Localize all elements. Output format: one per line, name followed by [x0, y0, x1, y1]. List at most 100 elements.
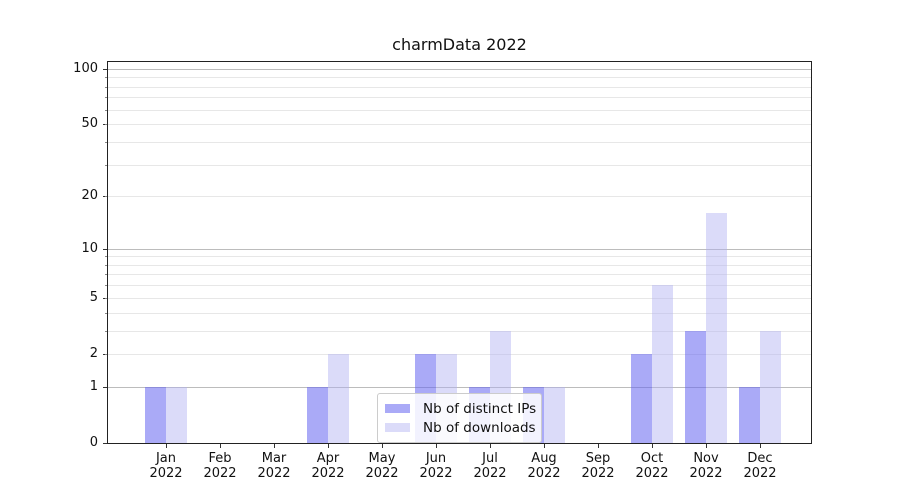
- bar-downloads-oct: [652, 285, 673, 443]
- gridline-minor-9: [108, 256, 811, 258]
- legend-item-distinct-ips: Nb of distinct IPs: [385, 399, 537, 418]
- y-minor-tick-mark-2: [105, 353, 107, 355]
- x-tick-mark-mar: [274, 444, 275, 448]
- y-minor-tick-mark-3: [105, 330, 107, 332]
- x-tick-year: 2022: [581, 466, 615, 481]
- gridline-minor-20: [108, 196, 811, 198]
- gridline-minor-7: [108, 274, 811, 276]
- bar-distinct-ips-jan: [145, 386, 166, 443]
- y-tick-label-5: 5: [89, 289, 98, 305]
- x-tick-label-jun: Jun 2022: [409, 451, 463, 481]
- x-tick-month: Feb: [208, 451, 232, 466]
- x-tick-month: May: [368, 451, 396, 466]
- y-minor-tick-mark-8: [105, 264, 107, 266]
- x-tick-label-may: May 2022: [355, 451, 409, 481]
- bar-distinct-ips-dec: [739, 386, 760, 443]
- gridline-minor-3: [108, 330, 811, 332]
- gridline-minor-4: [108, 312, 811, 314]
- x-tick-mark-sep: [598, 444, 599, 448]
- gridline-minor-70: [108, 97, 811, 99]
- y-minor-tick-mark-80: [105, 86, 107, 88]
- x-tick-month: Mar: [261, 451, 287, 466]
- bar-downloads-apr: [328, 353, 349, 443]
- y-minor-tick-mark-90: [105, 77, 107, 79]
- x-tick-year: 2022: [419, 466, 453, 481]
- x-tick-year: 2022: [689, 466, 723, 481]
- chart-title: charmData 2022: [392, 35, 527, 54]
- gridline-minor-90: [108, 77, 811, 79]
- gridline-minor-80: [108, 86, 811, 88]
- y-minor-tick-mark-9: [105, 256, 107, 258]
- bar-downloads-dec: [760, 330, 781, 443]
- y-tick-mark-1: [103, 386, 107, 388]
- gridline-major-100: [108, 68, 811, 70]
- gridline-minor-8: [108, 264, 811, 266]
- x-tick-year: 2022: [365, 466, 399, 481]
- x-tick-month: Apr: [316, 451, 340, 466]
- x-tick-month: Jun: [425, 451, 447, 466]
- bar-downloads-aug: [544, 386, 565, 443]
- x-tick-label-nov: Nov 2022: [679, 451, 733, 481]
- x-tick-label-mar: Mar 2022: [247, 451, 301, 481]
- x-tick-year: 2022: [203, 466, 237, 481]
- y-minor-tick-mark-7: [105, 274, 107, 276]
- y-tick-label-100: 100: [73, 60, 98, 76]
- x-tick-month: Jan: [155, 451, 177, 466]
- plot-area: Nb of distinct IPs Nb of downloads: [107, 61, 812, 444]
- x-tick-label-sep: Sep 2022: [571, 451, 625, 481]
- legend-swatch-distinct-ips: [385, 404, 410, 413]
- bar-downloads-jan: [166, 386, 187, 443]
- x-tick-label-feb: Feb 2022: [193, 451, 247, 481]
- bar-distinct-ips-nov: [685, 330, 706, 443]
- x-tick-mark-aug: [544, 444, 545, 448]
- x-tick-year: 2022: [473, 466, 507, 481]
- bar-distinct-ips-oct: [631, 353, 652, 443]
- y-minor-tick-mark-50: [105, 124, 107, 126]
- y-minor-tick-mark-40: [105, 141, 107, 143]
- gridline-minor-5: [108, 297, 811, 299]
- x-tick-year: 2022: [149, 466, 183, 481]
- y-tick-label-50: 50: [81, 116, 98, 132]
- gridline-minor-30: [108, 164, 811, 166]
- y-tick-label-10: 10: [81, 240, 98, 256]
- x-tick-mark-oct: [652, 444, 653, 448]
- x-tick-year: 2022: [635, 466, 669, 481]
- x-tick-mark-jul: [490, 444, 491, 448]
- y-minor-tick-mark-60: [105, 109, 107, 111]
- legend-label-distinct-ips: Nb of distinct IPs: [423, 400, 537, 417]
- x-tick-label-aug: Aug 2022: [517, 451, 571, 481]
- legend: Nb of distinct IPs Nb of downloads: [377, 393, 542, 443]
- y-minor-tick-mark-30: [105, 164, 107, 166]
- gridline-minor-50: [108, 124, 811, 126]
- x-tick-month: Aug: [531, 451, 557, 466]
- x-tick-mark-jan: [166, 444, 167, 448]
- y-minor-tick-mark-6: [105, 285, 107, 287]
- x-tick-month: Oct: [640, 451, 664, 466]
- x-tick-mark-may: [382, 444, 383, 448]
- gridline-minor-6: [108, 285, 811, 287]
- y-tick-label-2: 2: [89, 345, 98, 361]
- x-tick-mark-dec: [760, 444, 761, 448]
- x-tick-mark-nov: [706, 444, 707, 448]
- x-tick-label-oct: Oct 2022: [625, 451, 679, 481]
- y-minor-tick-mark-4: [105, 312, 107, 314]
- gridline-minor-60: [108, 109, 811, 111]
- y-tick-mark-0: [103, 443, 107, 444]
- gridline-minor-2: [108, 353, 811, 355]
- x-tick-year: 2022: [311, 466, 345, 481]
- y-tick-label-0: 0: [89, 435, 98, 450]
- x-tick-month: Jul: [482, 451, 498, 466]
- y-tick-mark-10: [103, 248, 107, 250]
- legend-item-downloads: Nb of downloads: [385, 418, 536, 437]
- x-tick-label-apr: Apr 2022: [301, 451, 355, 481]
- y-minor-tick-mark-20: [105, 196, 107, 198]
- legend-swatch-downloads: [385, 423, 410, 432]
- gridline-major-1: [108, 386, 811, 388]
- x-tick-month: Dec: [747, 451, 773, 466]
- bar-distinct-ips-apr: [307, 386, 328, 443]
- x-tick-label-jan: Jan 2022: [139, 451, 193, 481]
- x-tick-label-jul: Jul 2022: [463, 451, 517, 481]
